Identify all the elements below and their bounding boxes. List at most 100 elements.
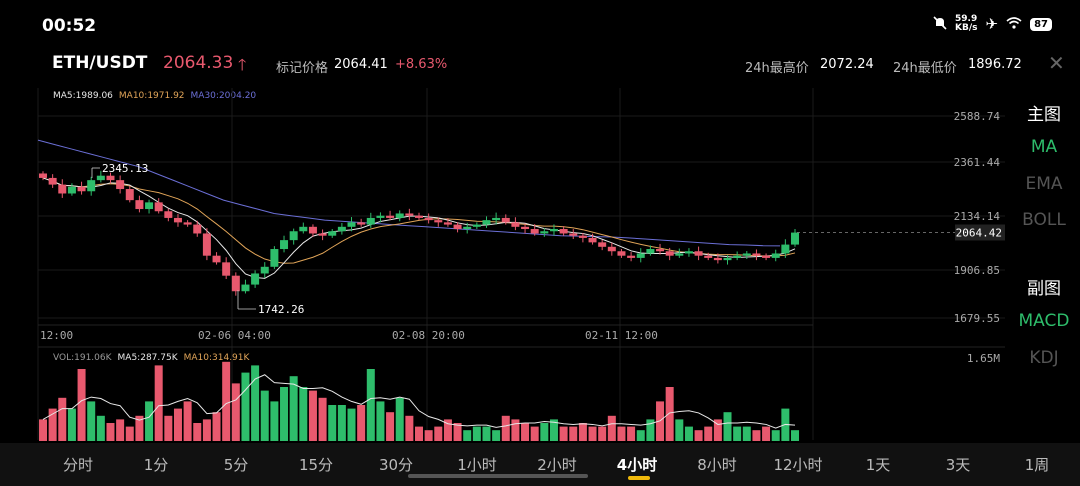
airplane-icon: ✈ (985, 15, 999, 33)
volume-bar (472, 426, 481, 441)
candle-body (376, 215, 385, 218)
candle-body (67, 186, 76, 194)
ma-legend: MA5:1989.06 MA10:1971.92 MA30:2004.20 (53, 91, 256, 101)
pair-title[interactable]: ETH/USDT (52, 53, 148, 73)
tab-6[interactable]: 1小时 (457, 456, 497, 474)
volume-bar (357, 405, 366, 441)
candle-body (202, 233, 211, 256)
candle-body (578, 235, 587, 238)
candle-body (617, 251, 626, 256)
volume-bar (434, 426, 443, 441)
indicator-boll[interactable]: BOLL (1022, 210, 1066, 230)
candle-body (193, 224, 202, 234)
tab-8[interactable]: 4小时 (616, 456, 658, 474)
x-tick-label: 02-08 20:00 (392, 329, 465, 342)
candle-body (87, 180, 96, 192)
volume-bar (67, 408, 76, 441)
candle-body (453, 224, 462, 230)
tab-12[interactable]: 3天 (945, 456, 971, 474)
last-price: 2064.33 (163, 53, 234, 73)
candle-body (501, 217, 510, 223)
tab-7[interactable]: 2小时 (537, 456, 577, 474)
volume-bar (347, 408, 356, 441)
candle-body (791, 232, 799, 245)
volume-bar (386, 412, 395, 441)
wifi-icon (1006, 16, 1022, 32)
candle-body (588, 237, 597, 243)
tab-3[interactable]: 5分 (223, 456, 249, 474)
tab-2[interactable]: 1分 (143, 456, 169, 474)
mark-price-label: 标记价格 (276, 61, 329, 76)
tab-1[interactable]: 分时 (62, 456, 94, 474)
indicator-ma[interactable]: MA (1030, 137, 1058, 157)
volume-bar (145, 401, 154, 441)
candle-body (607, 246, 616, 252)
volume-bar (733, 426, 742, 441)
volume-bar (193, 423, 202, 441)
tab-10[interactable]: 12小时 (773, 456, 823, 474)
candle-body (723, 257, 732, 261)
timeframe-bar (0, 443, 1080, 486)
volume-bar (96, 415, 105, 441)
status-time: 00:52 (42, 16, 97, 36)
indicator-ema[interactable]: EMA (1025, 174, 1063, 194)
candle-body (598, 242, 607, 247)
volume-bar (241, 372, 250, 441)
x-tick-label: 12:00 (40, 329, 73, 342)
candle-body (357, 222, 366, 225)
indicator-kdj[interactable]: KDJ (1029, 348, 1059, 368)
volume-bar (135, 415, 144, 441)
ma30-path (37, 139, 781, 247)
volume-bar (328, 405, 337, 441)
candle-body (395, 213, 404, 218)
sub-indicator-title: 副图 (1027, 279, 1061, 299)
indicator-macd[interactable]: MACD (1018, 311, 1070, 331)
candle-body (405, 213, 414, 216)
candle-body (222, 262, 231, 276)
candle-body (684, 251, 693, 254)
candle-body (328, 231, 337, 236)
active-tab-indicator (628, 476, 650, 480)
volume-bar (675, 419, 684, 441)
candle-body (704, 255, 713, 258)
candle-body (173, 217, 182, 223)
candlestick-chart[interactable]: 2588.74 2361.44 2134.14 1906.85 1679.55 12:00… (0, 0, 1080, 443)
arrow-up-icon: 🡑 (238, 55, 247, 74)
tab-13[interactable]: 1周 (1024, 456, 1050, 474)
last-price-tag-bg (955, 224, 1005, 241)
candle-body (183, 222, 192, 225)
candle-body (212, 255, 221, 263)
volume-bar (569, 426, 578, 441)
last-price-tag: 2064.42 (956, 226, 1002, 239)
candle-body (540, 231, 549, 234)
volume-bar (646, 419, 655, 441)
volume-bar (511, 419, 520, 441)
volume-bar (598, 426, 607, 441)
volume-bar (443, 419, 452, 441)
volume-bar (559, 426, 568, 441)
volume-bar (212, 412, 221, 441)
tab-4[interactable]: 15分 (298, 456, 334, 474)
speed-value: 59.9 (955, 14, 978, 24)
volume-bar (694, 430, 703, 441)
high-label: 24h最高价 (745, 61, 809, 76)
volume-bar (482, 426, 491, 441)
volume-bar (704, 426, 713, 441)
tab-11[interactable]: 1天 (865, 456, 891, 474)
candle-body (231, 275, 240, 292)
candle-body (472, 224, 481, 227)
tab-9[interactable]: 8小时 (697, 456, 737, 474)
high-annotation: 2345.13 (102, 162, 148, 175)
volume-ma5-line (42, 374, 796, 429)
y-tick-label: 1679.55 (954, 312, 1000, 325)
close-icon[interactable]: ✕ (1048, 51, 1065, 75)
y-tick-label: 1906.85 (954, 264, 1000, 277)
candle-body (549, 229, 558, 232)
tab-5[interactable]: 30分 (378, 456, 414, 474)
home-indicator (408, 474, 588, 478)
ma5-legend: MA5:1989.06 (53, 91, 113, 101)
candle-body (135, 200, 144, 210)
volume-bar (501, 415, 510, 441)
candle-body (260, 266, 269, 274)
candle-body (646, 249, 655, 254)
